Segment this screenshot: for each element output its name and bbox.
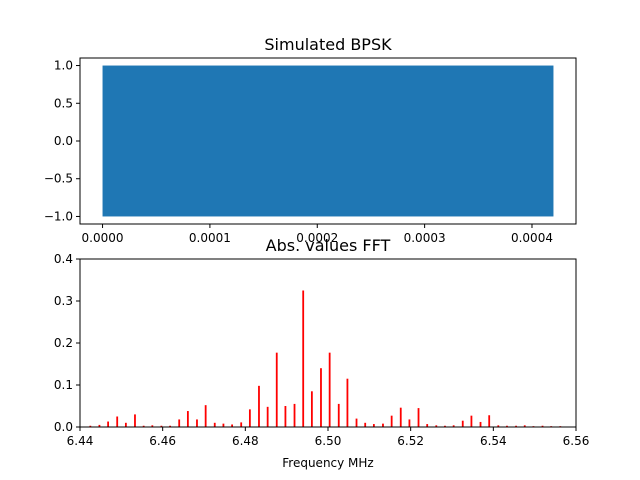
fft-bars — [89, 290, 562, 427]
fft-y-tick-label: 0.1 — [54, 378, 73, 392]
bpsk-y-ticks: −1.0 −0.5 0.0 0.5 1.0 — [44, 59, 80, 223]
bpsk-x-tick-label: 0.0002 — [296, 231, 338, 245]
fft-bar — [444, 425, 446, 427]
bpsk-x-ticks: 0.0000 0.0001 0.0002 0.0003 0.0004 — [82, 224, 553, 245]
fft-bar — [124, 422, 127, 427]
fft-bar — [408, 419, 411, 427]
fft-x-tick-label: 6.44 — [67, 434, 94, 448]
bpsk-y-tick-label: −0.5 — [44, 172, 73, 186]
fft-bar — [222, 423, 225, 427]
fft-bar — [417, 408, 420, 427]
fft-x-tick-label: 6.46 — [149, 434, 176, 448]
fft-bar — [293, 403, 296, 427]
fft-bar — [134, 414, 136, 427]
fft-bar — [284, 406, 287, 427]
fft-x-axis-label: Frequency MHz — [282, 456, 373, 470]
fft-y-tick-label: 0.2 — [54, 336, 73, 350]
fft-bar — [107, 421, 110, 427]
fft-bar — [515, 425, 517, 427]
fft-bar — [178, 419, 181, 427]
fft-bar — [213, 422, 216, 427]
bpsk-time-chart: Simulated BPSK 0.0000 0.0001 0.0002 0.0003 0… — [44, 35, 577, 245]
fft-x-tick-label: 6.54 — [480, 434, 507, 448]
fft-bar — [186, 411, 189, 427]
fft-bar — [523, 425, 526, 427]
fft-bar — [399, 407, 402, 427]
bpsk-x-tick-label: 0.0000 — [82, 231, 124, 245]
fft-y-tick-label: 0.0 — [54, 420, 73, 434]
fft-bar — [160, 425, 163, 427]
fft-bar — [151, 425, 154, 427]
fft-bar — [426, 424, 429, 427]
fft-axes-frame — [79, 258, 577, 428]
fft-x-ticks: 6.44 6.46 6.48 6.50 6.52 6.54 6.56 — [67, 427, 590, 448]
fft-bar — [310, 391, 313, 427]
fft-y-tick-label: 0.3 — [54, 294, 73, 308]
fft-bar — [116, 416, 119, 427]
fft-bar — [89, 425, 92, 427]
fft-bar — [452, 425, 455, 427]
fft-bar — [346, 378, 349, 427]
fft-y-tick-label: 0.4 — [54, 252, 73, 266]
bpsk-y-tick-label: 1.0 — [54, 59, 73, 73]
fft-bar — [302, 290, 305, 427]
fft-bar — [461, 420, 464, 427]
bpsk-x-tick-label: 0.0004 — [511, 231, 553, 245]
bpsk-chart-title: Simulated BPSK — [264, 35, 392, 54]
fft-x-tick-label: 6.48 — [232, 434, 259, 448]
fft-bar — [240, 422, 243, 427]
fft-x-tick-label: 6.56 — [563, 434, 590, 448]
fft-bar — [435, 425, 438, 427]
fft-bar — [497, 425, 500, 427]
fft-bar — [506, 425, 508, 427]
fft-chart: 6.44 6.46 6.48 6.50 6.52 6.54 6.56 0.00.10.20.… — [54, 236, 589, 470]
fft-bar — [204, 405, 207, 427]
fft-bar — [98, 424, 101, 427]
fft-bar — [248, 409, 251, 427]
fft-bar — [541, 425, 544, 427]
fft-bar — [470, 415, 473, 427]
bpsk-y-tick-label: 0.5 — [54, 96, 73, 110]
fft-bar — [231, 424, 234, 427]
fft-bar — [258, 385, 260, 427]
fft-bar — [390, 415, 393, 427]
fft-bar — [382, 423, 384, 427]
fft-bar — [337, 403, 340, 427]
bpsk-x-tick-label: 0.0001 — [189, 231, 231, 245]
fft-x-tick-label: 6.52 — [397, 434, 424, 448]
bpsk-x-tick-label: 0.0003 — [404, 231, 446, 245]
fft-bar — [364, 422, 367, 427]
fft-bar — [142, 425, 145, 427]
fft-y-ticks: 0.0 0.1 0.2 0.3 0.4 — [54, 252, 80, 434]
fft-bar — [266, 406, 269, 427]
fft-chart-title: Abs. values FFT — [266, 236, 391, 255]
fft-bar — [488, 415, 491, 427]
fft-bar — [169, 425, 172, 427]
bpsk-plot-area — [102, 65, 554, 217]
fft-bar — [320, 368, 322, 427]
fft-bar — [355, 418, 358, 427]
fft-x-tick-label: 6.50 — [315, 434, 342, 448]
bpsk-y-tick-label: −1.0 — [44, 209, 73, 223]
fft-bar — [328, 352, 331, 427]
fft-bar — [479, 421, 482, 427]
fft-bar — [196, 419, 198, 427]
fft-bar — [372, 424, 375, 427]
fft-bar — [275, 352, 278, 427]
bpsk-signal-line — [102, 65, 554, 217]
bpsk-y-tick-label: 0.0 — [54, 134, 73, 148]
